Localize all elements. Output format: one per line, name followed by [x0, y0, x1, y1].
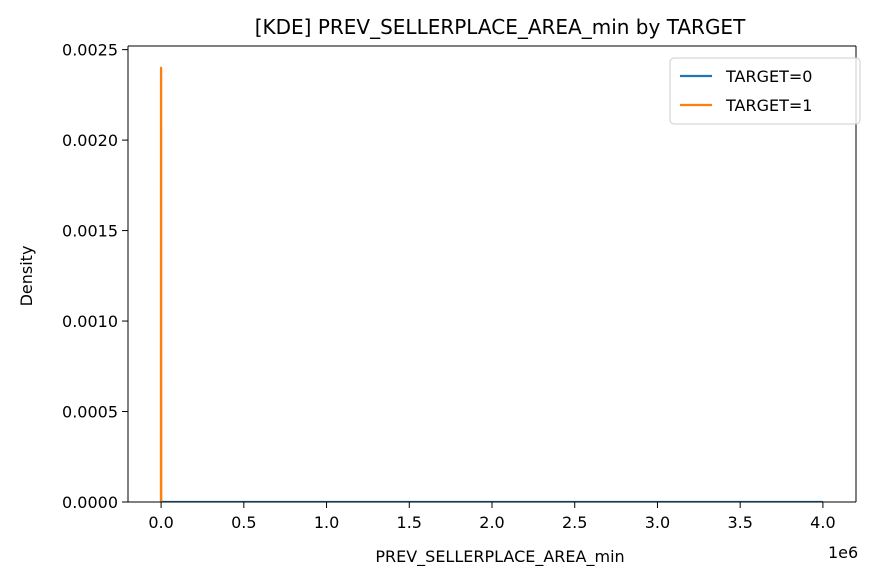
legend-box — [669, 57, 861, 125]
x-tick-label: 2.5 — [562, 513, 587, 532]
y-tick-label: 0.0000 — [62, 493, 118, 512]
legend: TARGET=0 TARGET=1 — [669, 57, 861, 125]
y-tick-label: 0.0025 — [62, 41, 118, 60]
plot-area: 0.0 0.5 1.0 1.5 2.0 2.5 3.0 3.5 4.0 0.0000 0.0005 0… — [62, 41, 857, 532]
x-tick-label: 2.0 — [479, 513, 504, 532]
legend-label-0: TARGET=0 — [725, 67, 812, 86]
legend-label-1: TARGET=1 — [725, 96, 812, 115]
y-tick-label: 0.0005 — [62, 403, 118, 422]
x-tick-label: 3.5 — [727, 513, 752, 532]
x-tick-label: 1.5 — [397, 513, 422, 532]
x-axis-label: PREV_SELLERPLACE_AREA_min — [375, 547, 624, 567]
x-axis-offset-label: 1e6 — [828, 543, 858, 562]
y-tick-label: 0.0015 — [62, 222, 118, 241]
x-tick-label: 3.0 — [645, 513, 670, 532]
y-tick-label: 0.0020 — [62, 131, 118, 150]
x-tick-label: 1.0 — [314, 513, 339, 532]
chart-title: [KDE] PREV_SELLERPLACE_AREA_min by TARGE… — [255, 15, 746, 39]
x-tick-label: 0.5 — [231, 513, 256, 532]
x-tick-label: 4.0 — [810, 513, 835, 532]
x-tick-label: 0.0 — [148, 513, 173, 532]
y-axis-label: Density — [17, 246, 36, 307]
y-tick-label: 0.0010 — [62, 312, 118, 331]
